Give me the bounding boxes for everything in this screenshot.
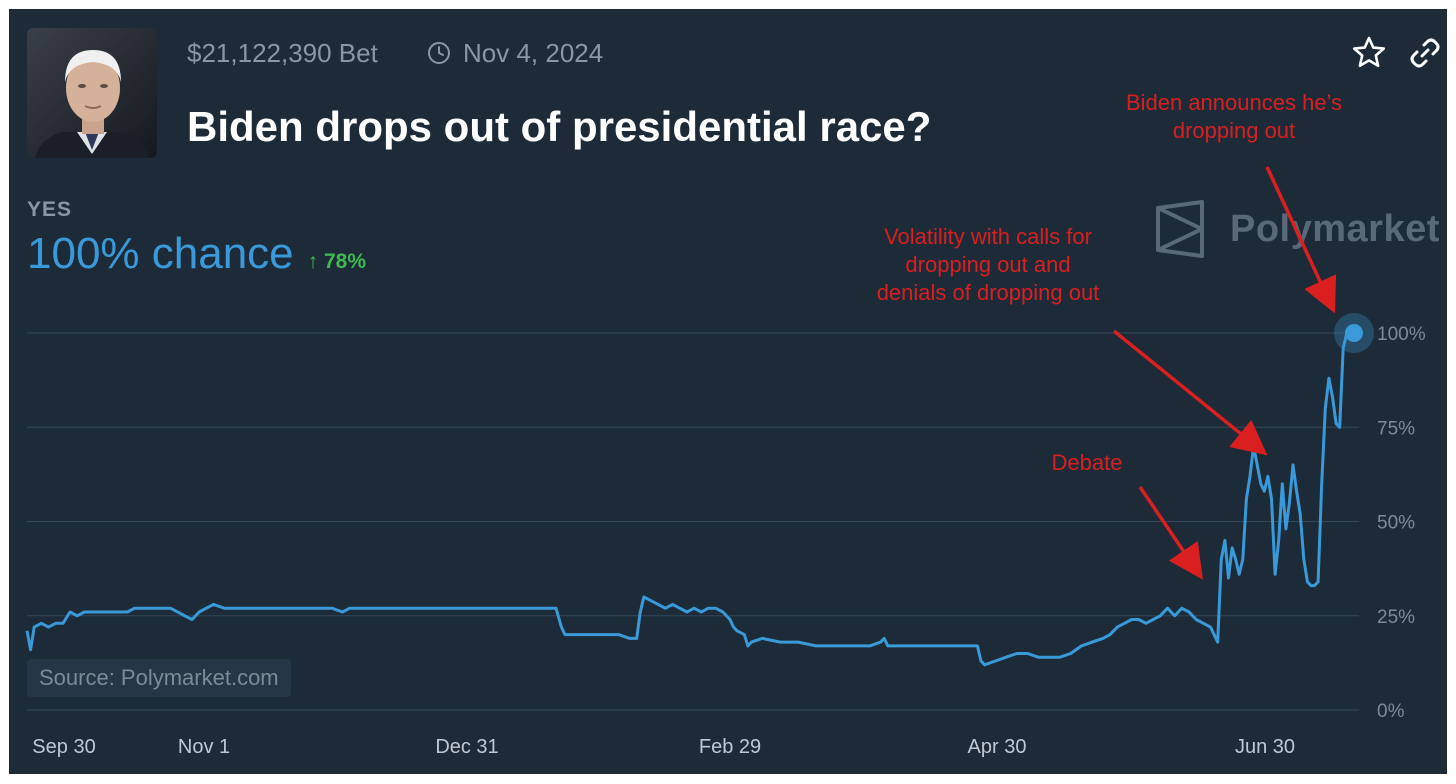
annotation-volatility: Volatility with calls for dropping out an… (858, 223, 1118, 307)
chance-summary: 100% chance ↑ 78% (27, 227, 366, 281)
source-label: Source: Polymarket.com (27, 659, 291, 697)
annotation-line: Volatility with calls for (884, 224, 1092, 249)
x-tick-label: Feb 29 (699, 736, 761, 758)
outcome-label: YES (27, 198, 73, 221)
y-tick-label: 100% (1377, 324, 1426, 345)
endpoint-dot[interactable] (1345, 324, 1363, 342)
y-tick-label: 25% (1377, 607, 1415, 628)
annotation-line: dropping out (1172, 118, 1296, 143)
y-tick-label: 50% (1377, 513, 1415, 534)
arrow-volatility (1112, 329, 1268, 456)
star-icon[interactable] (1351, 35, 1387, 71)
annotation-line: denials of dropping out (876, 280, 1100, 305)
arrow-up-icon: ↑ (307, 250, 319, 273)
x-tick-label: Jun 30 (1235, 736, 1295, 758)
series-line (25, 331, 1354, 667)
clock-icon (428, 42, 450, 64)
arrow-dropout (1265, 166, 1337, 314)
market-card: $21,122,390 Bet Nov 4, 2024 Biden drops … (9, 9, 1447, 774)
annotation-line: dropping out and (905, 252, 1071, 277)
end-date: Nov 4, 2024 (427, 38, 603, 68)
x-tick-label: Sep 30 (32, 736, 95, 758)
arrow-debate (1138, 486, 1203, 580)
chance-value: 100% chance (27, 229, 294, 278)
annotation-line: Debate (1051, 450, 1123, 475)
annotation-line: Biden announces he’s (1125, 90, 1343, 115)
probability-chart: 0% 25% 50% 75% 100% Sep 30 Nov 1 Dec 31 Feb 29 Ap… (25, 166, 1426, 758)
polymarket-watermark: Polymarket (1154, 199, 1440, 259)
x-tick-label: Nov 1 (178, 736, 230, 758)
polymarket-logo (1156, 200, 1204, 258)
chance-change: ↑ 78% (307, 250, 367, 273)
bet-volume: $21,122,390 Bet (187, 38, 378, 68)
x-tick-label: Dec 31 (435, 736, 498, 758)
y-tick-label: 0% (1377, 701, 1405, 722)
x-tick-label: Apr 30 (968, 736, 1027, 758)
annotation-dropout: Biden announces he’s dropping out (1109, 89, 1359, 145)
market-title: Biden drops out of presidential race? (187, 103, 932, 150)
annotation-debate: Debate (1037, 449, 1137, 477)
y-tick-label: 75% (1377, 418, 1415, 439)
link-icon[interactable] (1407, 35, 1443, 71)
candidate-photo (27, 28, 157, 158)
